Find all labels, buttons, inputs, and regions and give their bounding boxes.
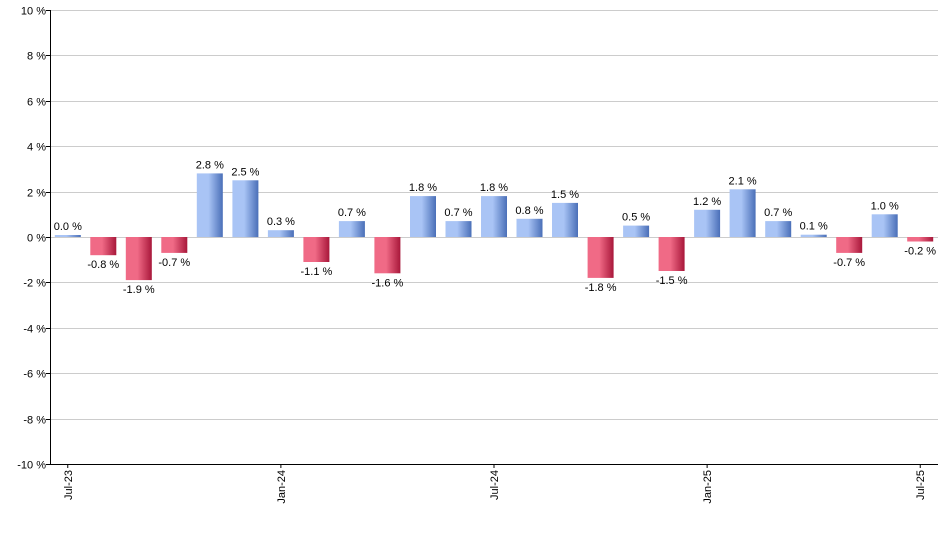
y-tick-label: -4 % <box>23 324 46 336</box>
data-label: 2.5 % <box>231 166 259 178</box>
data-label: -0.7 % <box>158 257 190 269</box>
bar-May-24 <box>410 196 436 237</box>
bar-May-25 <box>836 237 863 253</box>
bar-Dec-23 <box>232 180 259 238</box>
x-tick-label: Jul-24 <box>489 470 501 500</box>
bar-Jul-24 <box>481 196 507 237</box>
bar-Feb-25 <box>729 189 756 237</box>
bar-Aug-23 <box>90 237 117 256</box>
data-label: -0.7 % <box>833 257 865 269</box>
bar-Apr-25 <box>800 234 827 237</box>
bar-Mar-25 <box>765 221 792 237</box>
bar-Aug-24 <box>516 218 543 237</box>
x-tick-label: Jul-25 <box>915 470 927 500</box>
x-tick-label: Jan-24 <box>276 470 288 504</box>
bar-Jul-23 <box>54 235 81 237</box>
bars <box>54 173 934 281</box>
bar-Jan-24 <box>267 230 294 237</box>
data-label: -0.8 % <box>87 259 119 271</box>
data-label: 1.8 % <box>409 182 437 194</box>
bar-Oct-23 <box>161 237 188 253</box>
bar-Jan-25 <box>694 209 721 237</box>
data-label: 0.5 % <box>622 212 650 224</box>
y-tick-label: 0 % <box>27 233 46 245</box>
data-label: 0.0 % <box>54 221 82 233</box>
x-tick-label: Jan-25 <box>702 470 714 504</box>
data-label: -1.9 % <box>123 284 155 296</box>
y-tick-label: 4 % <box>27 142 46 154</box>
bar-Sep-24 <box>552 202 578 237</box>
bar-Jun-25 <box>871 214 898 237</box>
data-label: 0.1 % <box>800 221 828 233</box>
bar-Feb-24 <box>303 237 330 262</box>
data-label: 0.7 % <box>764 207 792 219</box>
y-tick-label: 6 % <box>27 97 46 109</box>
data-label: 2.1 % <box>729 175 757 187</box>
data-label: 1.8 % <box>480 182 508 194</box>
x-tick-label: Jul-23 <box>63 470 75 500</box>
bar-Jul-25 <box>907 237 934 242</box>
bar-Nov-23 <box>196 173 223 237</box>
y-tick-label: -6 % <box>23 369 46 381</box>
y-tick-label: -8 % <box>23 415 46 427</box>
y-tick-label: 10 % <box>21 6 46 18</box>
y-tick-label: 2 % <box>27 188 46 200</box>
data-label: 0.3 % <box>267 216 295 228</box>
data-label: 2.8 % <box>196 159 224 171</box>
bar-Nov-24 <box>623 225 650 237</box>
y-tick-label: 8 % <box>27 51 46 63</box>
data-label: -1.8 % <box>585 282 617 294</box>
data-label: 1.0 % <box>871 200 899 212</box>
data-label: -1.1 % <box>301 266 333 278</box>
bar-Dec-24 <box>658 237 685 271</box>
axes: 10 % 8 % 6 % 4 % 2 % 0 % -2 % -4 % -6 % -8 % -10 %… <box>17 6 938 504</box>
y-tick-label: -10 % <box>17 460 46 472</box>
data-label: 0.7 % <box>338 207 366 219</box>
data-label: 0.7 % <box>444 207 472 219</box>
data-label: 1.5 % <box>551 189 579 201</box>
bar-Oct-24 <box>587 237 614 278</box>
bar-Sep-23 <box>125 237 152 281</box>
y-tick-label: -2 % <box>23 278 46 290</box>
data-label: 1.2 % <box>693 196 721 208</box>
data-label: -1.6 % <box>372 277 404 289</box>
bar-Apr-24 <box>374 237 401 274</box>
data-labels: 0.0 % -0.8 % -1.9 % -0.7 % 2.8 % 2.5 % 0.3 % -1… <box>54 159 937 296</box>
data-label: -1.5 % <box>656 275 688 287</box>
bar-Mar-24 <box>338 221 365 237</box>
bar-Jun-24 <box>445 221 472 237</box>
data-label: 0.8 % <box>515 205 543 217</box>
data-label: -0.2 % <box>904 246 936 258</box>
